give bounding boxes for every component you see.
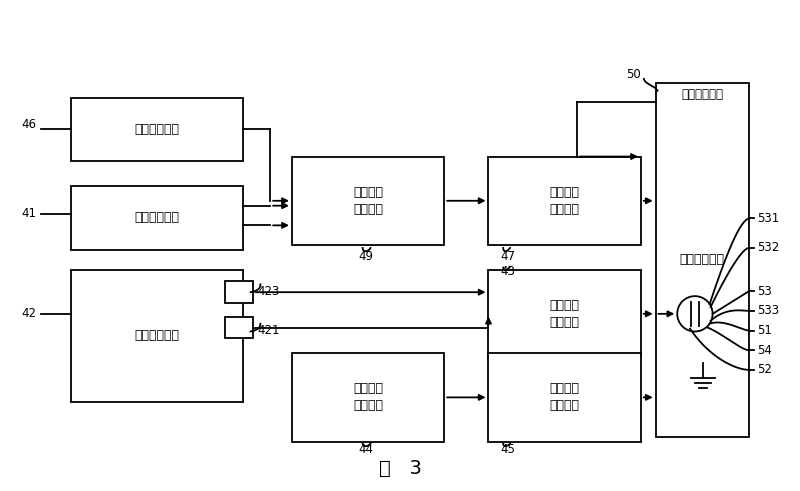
Text: 50: 50 <box>626 68 641 82</box>
Text: 43: 43 <box>500 265 515 278</box>
Text: 图   3: 图 3 <box>378 459 422 478</box>
Text: 公共电压
开关单元: 公共电压 开关单元 <box>353 382 383 412</box>
Text: 42: 42 <box>22 307 36 320</box>
Bar <box>70 98 242 162</box>
Bar <box>225 281 253 303</box>
Text: 控制信号单元: 控制信号单元 <box>134 212 179 224</box>
Bar <box>489 353 641 441</box>
Text: 531: 531 <box>757 212 779 225</box>
Text: 尵极信号
输出单元: 尵极信号 输出单元 <box>550 299 580 329</box>
Text: 49: 49 <box>358 250 374 263</box>
Text: 尵极驱动单元: 尵极驱动单元 <box>134 329 179 342</box>
Text: 533: 533 <box>757 304 779 317</box>
Bar <box>489 157 641 245</box>
Bar <box>225 317 253 338</box>
Text: 公共电压
输出单元: 公共电压 输出单元 <box>550 382 580 412</box>
Text: 421: 421 <box>258 324 280 337</box>
Bar <box>70 186 242 250</box>
Text: 液晶显示面板: 液晶显示面板 <box>682 88 723 101</box>
Text: 46: 46 <box>22 118 36 131</box>
Text: 51: 51 <box>757 324 772 337</box>
Text: 54: 54 <box>757 344 772 356</box>
Text: 44: 44 <box>358 443 374 456</box>
Text: 53: 53 <box>757 285 771 298</box>
Text: 47: 47 <box>500 250 515 263</box>
Bar <box>70 270 242 402</box>
Text: 数据信号
开关单元: 数据信号 开关单元 <box>353 186 383 216</box>
Text: 液晶显示面板: 液晶显示面板 <box>680 253 725 266</box>
Bar <box>292 353 444 441</box>
Text: 52: 52 <box>757 363 772 377</box>
Bar <box>655 83 749 436</box>
Bar <box>292 157 444 245</box>
Text: 41: 41 <box>22 207 36 220</box>
Text: 数据信号
输出单元: 数据信号 输出单元 <box>550 186 580 216</box>
Text: 532: 532 <box>757 242 779 254</box>
Bar <box>489 270 641 358</box>
Text: 伽马校正单元: 伽马校正单元 <box>134 123 179 136</box>
Text: 423: 423 <box>258 285 280 298</box>
Text: 45: 45 <box>500 443 515 456</box>
